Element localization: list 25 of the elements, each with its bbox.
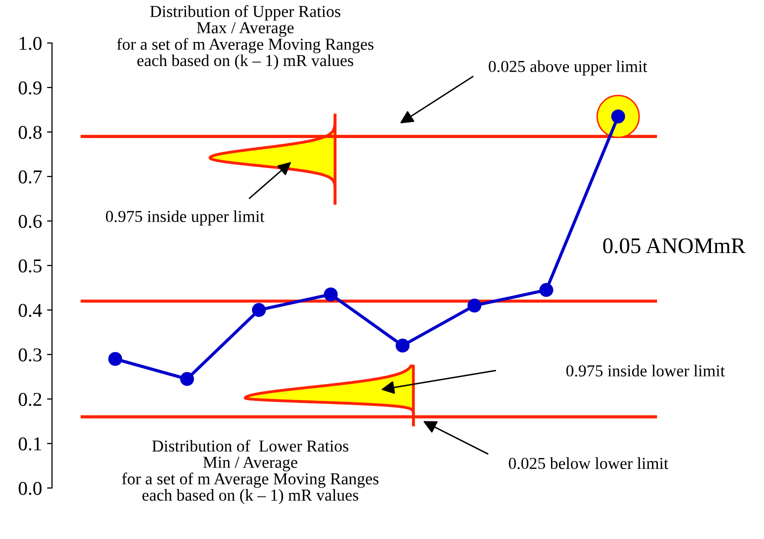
point [252, 303, 266, 317]
point [468, 298, 482, 312]
annotation: 0.975 inside lower limit [566, 364, 725, 377]
y-tick-label: 0.1 [18, 437, 42, 451]
y-tick-label: 0.2 [18, 392, 42, 406]
point [396, 338, 410, 353]
annotation: Distribution of Lower Ratios Min / Average for a set of m Average Moving Ranges each based on (k – 1) mR values [122, 440, 378, 504]
y-tick-label: 0.7 [18, 170, 42, 184]
annotation: 0.975 inside upper limit [106, 210, 264, 226]
annotation: 0.025 above upper limit [488, 60, 648, 76]
y-tick-label: 0.9 [18, 81, 42, 95]
point [324, 287, 338, 302]
point [539, 283, 554, 297]
y-tick-label: 0.5 [18, 259, 42, 273]
annotation: Distribution of Upper Ratios Max / Average for a set of m Average Moving Ranges each based on (k – 1) mR values [117, 5, 374, 70]
point [108, 352, 122, 366]
annotation: 0.025 below lower limit [508, 457, 668, 470]
y-tick-label: 0.8 [18, 126, 42, 140]
y-tick-label: 0.6 [18, 214, 42, 228]
y-tick-label: 1.0 [20, 36, 42, 50]
y-tick-label: 0.3 [18, 348, 42, 362]
y-tick-label: 0.0 [18, 482, 42, 496]
y-tick-label: 0.4 [18, 304, 42, 318]
annotation: 0.05 ANOMmR [603, 238, 746, 254]
point [180, 372, 194, 386]
